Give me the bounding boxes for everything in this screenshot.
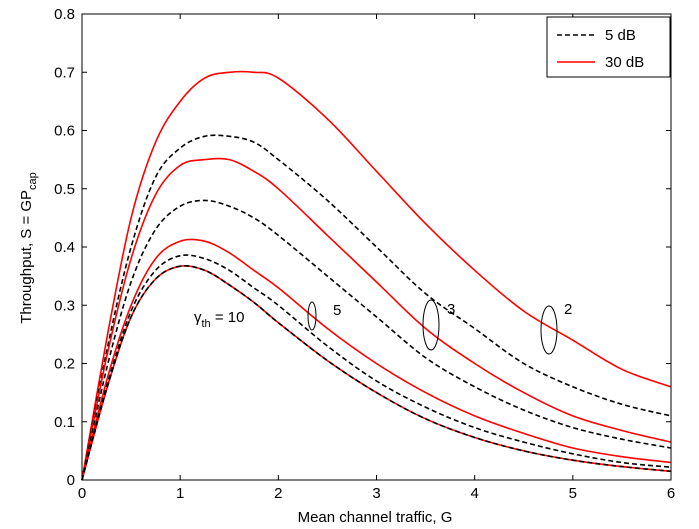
gamma2-label: 2	[564, 301, 572, 318]
annotation-layer: γth = 10 5 3 2	[194, 299, 572, 355]
tick-layer: 0 1 2 3 4 5 6 0 0.1 0.2 0.3 0.4 0.5 0.6 0.7 0.8	[54, 6, 675, 502]
x-tick-label: 5	[569, 485, 577, 502]
legend-box	[546, 16, 671, 78]
y-tick-label: 0.7	[54, 64, 75, 81]
y-tick-label: 0	[67, 472, 75, 489]
gamma5-ellipse	[307, 301, 317, 331]
x-tick-label: 6	[667, 485, 675, 502]
y-tick-label: 0.5	[54, 181, 75, 198]
legend-label-30db: 30 dB	[605, 54, 644, 71]
x-tick-label: 3	[372, 485, 380, 502]
series-line-5db-gamma-5	[81, 254, 672, 481]
y-tick-label: 0.8	[54, 6, 75, 23]
series-line-5db-gamma-10	[81, 265, 672, 481]
y-tick-label: 0.3	[54, 297, 75, 314]
y-tick-label: 0.6	[54, 123, 75, 140]
y-axis-label: Throughput, S = GPcap	[18, 172, 39, 324]
y-tick-label: 0.4	[54, 239, 75, 256]
y-tick-label: 0.2	[54, 356, 75, 373]
x-tick-label: 1	[176, 485, 184, 502]
x-tick-label: 4	[470, 485, 478, 502]
x-tick-label: 2	[274, 485, 282, 502]
gamma5-label: 5	[333, 302, 341, 319]
series-line-30db-gamma-3	[81, 157, 672, 481]
series-line-5db-gamma-2	[81, 134, 672, 481]
series-layer	[81, 70, 672, 481]
y-tick-label: 0.1	[54, 414, 75, 431]
legend-label-5db: 5 dB	[605, 27, 636, 44]
series-line-30db-gamma-5	[81, 238, 672, 481]
gamma3-ellipse	[422, 299, 440, 351]
x-tick-label: 0	[78, 485, 86, 502]
gamma2-ellipse	[540, 305, 558, 355]
gamma3-label: 3	[447, 301, 455, 318]
series-line-30db-gamma-2	[81, 70, 672, 481]
legend: 5 dB 30 dB	[546, 16, 671, 78]
gamma10-label: γth = 10	[194, 309, 244, 330]
series-line-5db-gamma-3	[81, 199, 672, 481]
x-axis-label: Mean channel traffic, G	[298, 509, 453, 526]
